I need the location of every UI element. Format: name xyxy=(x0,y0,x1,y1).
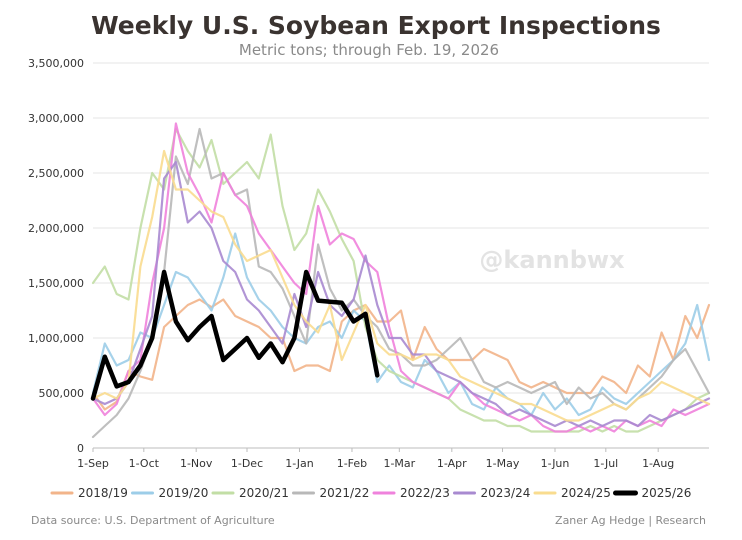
series-line-2025-26 xyxy=(90,269,380,401)
x-tick-label: 1-Aug xyxy=(642,457,674,470)
legend-label: 2021/22 xyxy=(320,486,370,500)
y-tick-label: 3,500,000 xyxy=(28,57,84,70)
y-tick-label: 3,000,000 xyxy=(28,112,84,125)
watermark: @kannbwx xyxy=(479,246,625,274)
y-tick-label: 1,500,000 xyxy=(28,277,84,290)
series-line-2018-19 xyxy=(91,298,711,411)
series-line-2024-25 xyxy=(91,149,711,422)
x-tick-label: 1-May xyxy=(486,457,520,470)
legend-label: 2022/23 xyxy=(400,486,450,500)
series-line-2023-24 xyxy=(91,160,711,428)
y-tick-label: 2,000,000 xyxy=(28,222,84,235)
x-tick-label: 1-Nov xyxy=(180,457,213,470)
y-tick-label: 500,000 xyxy=(39,387,85,400)
y-tick-label: 1,000,000 xyxy=(28,332,84,345)
legend-label: 2024/25 xyxy=(561,486,611,500)
legend: 2018/19 2019/20 2020/21 2021/22 2022/23 2023/… xyxy=(50,486,692,500)
x-tick-label: 1-Dec xyxy=(231,457,263,470)
x-tick-label: 1-Jan xyxy=(285,457,314,470)
legend-label: 2018/19 xyxy=(78,486,128,500)
series-line-2020-21 xyxy=(91,127,711,433)
y-axis: 0 500,000 1,000,000 1,500,000 2,000,000 2,500… xyxy=(28,57,84,455)
series-lines xyxy=(90,122,711,439)
legend-label: 2020/21 xyxy=(239,486,289,500)
chart-subtitle: Metric tons; through Feb. 19, 2026 xyxy=(239,41,499,59)
x-tick-label: 1-Feb xyxy=(337,457,367,470)
series-line-2019-20 xyxy=(91,232,711,417)
legend-label: 2023/24 xyxy=(481,486,531,500)
x-tick-label: 1-Oct xyxy=(129,457,160,470)
legend-label: 2019/20 xyxy=(159,486,209,500)
x-axis: 1-Sep 1-Oct 1-Nov 1-Dec 1-Jan 1-Feb 1-Mar 1-Apr… xyxy=(77,448,674,470)
credit-note: Zaner Ag Hedge | Research xyxy=(555,514,706,527)
chart-title: Weekly U.S. Soybean Export Inspections xyxy=(91,11,661,40)
x-tick-label: 1-Jul xyxy=(593,457,618,470)
y-tick-label: 0 xyxy=(77,442,84,455)
x-tick-label: 1-Sep xyxy=(77,457,109,470)
y-tick-label: 2,500,000 xyxy=(28,167,84,180)
x-tick-label: 1-Apr xyxy=(437,457,467,470)
legend-label: 2025/26 xyxy=(642,486,692,500)
data-source-note: Data source: U.S. Department of Agricult… xyxy=(31,514,275,527)
x-tick-label: 1-Mar xyxy=(383,457,415,470)
x-tick-label: 1-Jun xyxy=(541,457,570,470)
series-line-2022-23 xyxy=(91,122,711,433)
